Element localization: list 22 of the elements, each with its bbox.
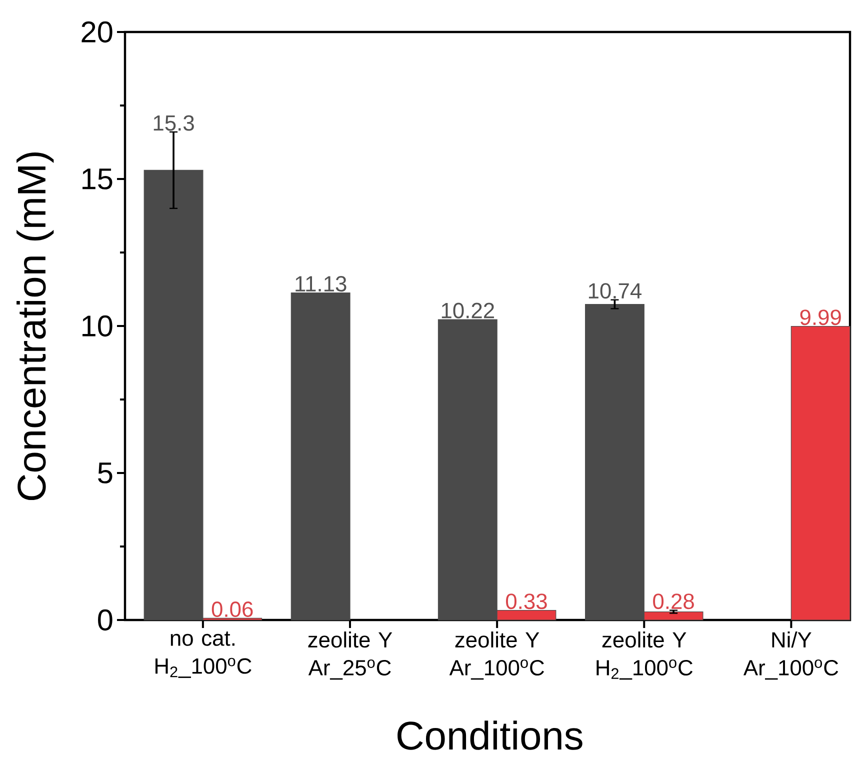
y-tick-label: 5	[98, 462, 112, 484]
data-label: 15.3	[154, 115, 194, 131]
x-tick-label: zeolite Y H$_{2}$_100$^{o}$C	[596, 632, 693, 680]
data-label: 9.99	[800, 310, 841, 326]
x-tick-label: no cat. H$_{2}$_100$^{o}$C	[156, 632, 252, 678]
y-tick-label: 10	[82, 315, 112, 337]
y-axis-title: Concentration (mM)	[16, 152, 54, 500]
x-tick-label: zeolite Y Ar_100$^{o}$C	[449, 632, 544, 680]
data-label: 0.28	[653, 594, 694, 610]
x-tick-label: Ni/Y Ar_100$^{o}$C	[743, 632, 838, 680]
data-label: 11.13	[296, 276, 346, 292]
data-label: 10.22	[442, 302, 494, 318]
data-label: 0.33	[506, 594, 547, 610]
x-axis-title: Conditions	[398, 720, 582, 750]
data-label: 0.06	[212, 602, 253, 618]
y-tick-label: 20	[82, 21, 112, 43]
y-tick-label: 15	[82, 168, 112, 190]
bar	[290, 292, 350, 620]
x-tick-label: zeolite Y Ar_25$^{o}$C	[308, 632, 392, 680]
data-label: 10.74	[588, 283, 642, 299]
bar	[790, 326, 850, 620]
y-tick-label: 0	[98, 609, 112, 631]
